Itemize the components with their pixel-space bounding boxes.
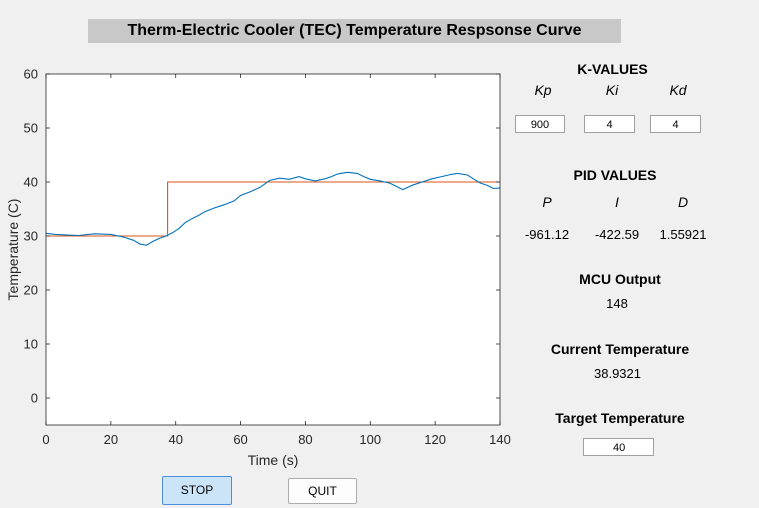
target-temperature-header: Target Temperature xyxy=(555,410,685,426)
stop-button[interactable]: STOP xyxy=(162,476,232,505)
current-temperature-header: Current Temperature xyxy=(550,341,690,357)
x-tick-label: 80 xyxy=(298,432,312,447)
x-tick-label: 60 xyxy=(233,432,247,447)
y-tick-label: 30 xyxy=(24,229,38,244)
d-label: D xyxy=(677,194,689,210)
x-tick-label: 140 xyxy=(489,432,511,447)
plot-frame xyxy=(45,73,501,426)
kp-label: Kp xyxy=(534,82,552,98)
i-value: -422.59 xyxy=(594,227,640,242)
y-tick-label: 0 xyxy=(31,391,38,406)
x-tick-label: 100 xyxy=(359,432,381,447)
x-tick-label: 0 xyxy=(42,432,49,447)
d-value: 1.55921 xyxy=(659,227,707,242)
p-value: -961.12 xyxy=(524,227,570,242)
x-tick-label: 20 xyxy=(104,432,118,447)
target-temperature-input[interactable]: 40 xyxy=(583,438,654,456)
mcu-output-value: 148 xyxy=(606,296,628,311)
quit-button[interactable]: QUIT xyxy=(288,478,357,504)
series-line-2 xyxy=(45,171,501,246)
current-temperature-value: 38.9321 xyxy=(594,366,641,381)
y-tick-label: 60 xyxy=(24,67,38,82)
chart-title: Therm-Electric Cooler (TEC) Temperature … xyxy=(88,19,621,43)
y-tick-label: 20 xyxy=(24,283,38,298)
kd-input[interactable]: 4 xyxy=(650,115,701,133)
x-tick-label: 40 xyxy=(168,432,182,447)
x-axis-label: Time (s) xyxy=(248,452,299,468)
ki-input[interactable]: 4 xyxy=(584,115,635,133)
y-tick-label: 10 xyxy=(24,337,38,352)
pid-values-header: PID VALUES xyxy=(573,167,657,183)
y-tick-label: 40 xyxy=(24,175,38,190)
y-tick-label: 50 xyxy=(24,121,38,136)
kp-input[interactable]: 900 xyxy=(515,115,565,133)
kd-label: Kd xyxy=(669,82,687,98)
x-tick-label: 120 xyxy=(424,432,446,447)
i-label: I xyxy=(615,194,619,210)
plot-area xyxy=(46,74,500,425)
y-axis-label: Temperature (C) xyxy=(5,199,21,301)
k-values-header: K-VALUES xyxy=(577,61,648,77)
mcu-output-header: MCU Output xyxy=(579,271,661,287)
ki-label: Ki xyxy=(605,82,619,98)
series-line-1 xyxy=(46,181,500,237)
p-label: P xyxy=(542,194,552,210)
